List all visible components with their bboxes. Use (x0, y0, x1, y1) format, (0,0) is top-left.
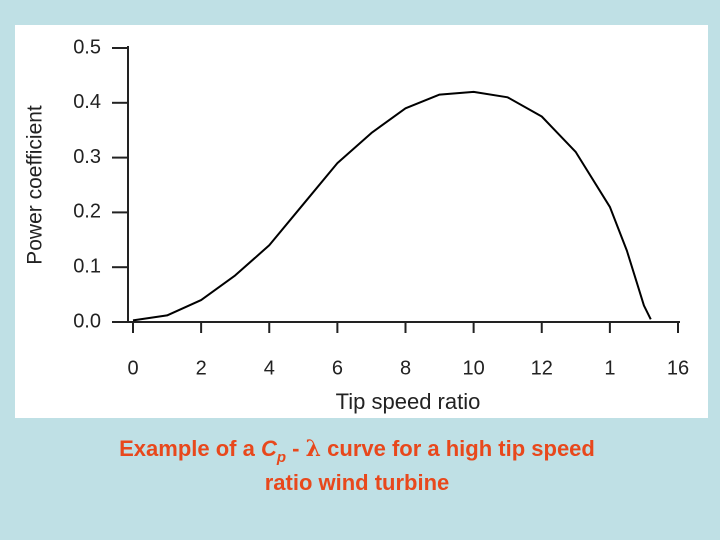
x-tick-label: 2 (196, 357, 207, 379)
caption-line-2: ratio wind turbine (265, 470, 450, 495)
y-tick-label: 0.0 (73, 310, 101, 332)
y-tick-label: 0.3 (73, 146, 101, 168)
caption-line-1: Example of a Cp - λ curve for a high tip… (119, 436, 595, 466)
caption-text: p (276, 449, 286, 466)
x-axis-title: Tip speed ratio (336, 389, 481, 414)
x-tick-label: 4 (264, 357, 275, 379)
x-tick-label: 0 (127, 357, 138, 379)
y-tick-label: 0.2 (73, 201, 101, 223)
caption-text: curve for a high tip speed (321, 436, 595, 461)
y-tick-label: 0.5 (73, 36, 101, 58)
caption-text: Example of a (119, 436, 261, 461)
caption-text: C (261, 436, 278, 461)
x-tick-label: 12 (531, 357, 553, 379)
x-tick-label: 16 (667, 357, 689, 379)
chart-panel (15, 25, 708, 418)
caption-text: λ (306, 436, 321, 462)
caption-text: - (286, 436, 306, 461)
y-tick-label: 0.1 (73, 255, 101, 277)
x-tick-label: 1 (604, 357, 615, 379)
x-tick-label: 10 (463, 357, 485, 379)
y-tick-label: 0.4 (73, 91, 101, 113)
y-axis-title: Power coefficient (24, 105, 47, 265)
x-tick-label: 6 (332, 357, 343, 379)
x-tick-label: 8 (400, 357, 411, 379)
curve (132, 90, 652, 322)
